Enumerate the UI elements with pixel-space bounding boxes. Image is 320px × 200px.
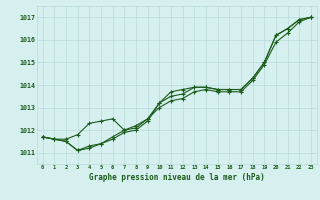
X-axis label: Graphe pression niveau de la mer (hPa): Graphe pression niveau de la mer (hPa) <box>89 173 265 182</box>
